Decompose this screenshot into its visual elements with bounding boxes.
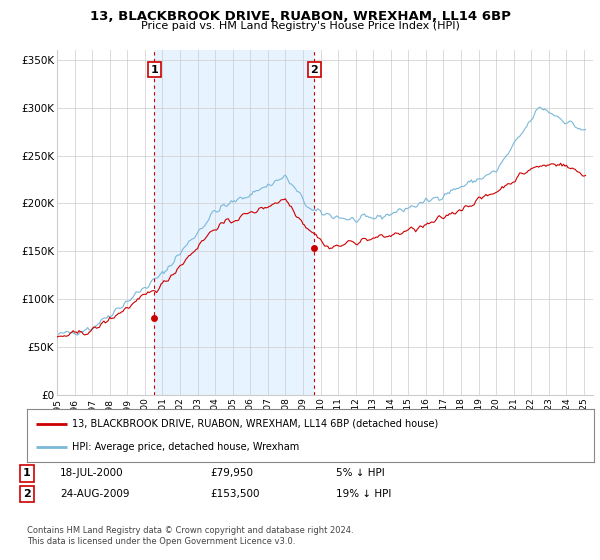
Text: 5% ↓ HPI: 5% ↓ HPI [336,468,385,478]
Text: 1: 1 [23,468,31,478]
Text: 24-AUG-2009: 24-AUG-2009 [60,489,130,499]
Text: 13, BLACKBROOK DRIVE, RUABON, WREXHAM, LL14 6BP (detached house): 13, BLACKBROOK DRIVE, RUABON, WREXHAM, L… [73,419,439,429]
Text: Price paid vs. HM Land Registry's House Price Index (HPI): Price paid vs. HM Land Registry's House … [140,21,460,31]
Text: 18-JUL-2000: 18-JUL-2000 [60,468,124,478]
Text: £153,500: £153,500 [210,489,260,499]
Text: Contains HM Land Registry data © Crown copyright and database right 2024.
This d: Contains HM Land Registry data © Crown c… [27,526,353,546]
Text: £79,950: £79,950 [210,468,253,478]
Text: 1: 1 [151,64,158,74]
Text: 19% ↓ HPI: 19% ↓ HPI [336,489,391,499]
Bar [154,50,314,395]
Text: 13, BLACKBROOK DRIVE, RUABON, WREXHAM, LL14 6BP: 13, BLACKBROOK DRIVE, RUABON, WREXHAM, L… [89,10,511,23]
Text: 2: 2 [23,489,31,499]
Text: HPI: Average price, detached house, Wrexham: HPI: Average price, detached house, Wrex… [73,442,299,452]
Text: 2: 2 [310,64,318,74]
